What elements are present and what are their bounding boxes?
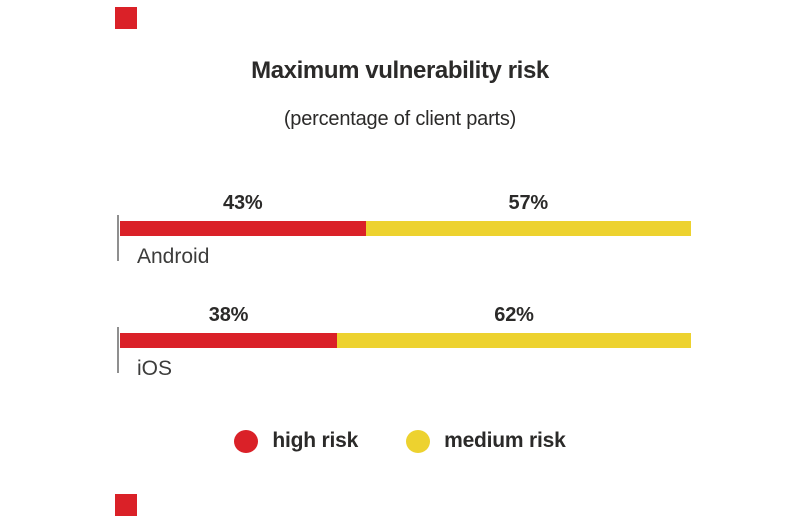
axis-tick-ios: [117, 327, 119, 373]
medium-risk-swatch-icon: [406, 429, 431, 453]
chart-legend: high risk medium risk: [0, 429, 800, 453]
bar-segment-android-high-risk: [120, 221, 366, 236]
bar-android: [120, 221, 691, 236]
value-label-android-high-risk: 43%: [223, 192, 263, 214]
value-label-ios-medium-risk: 62%: [494, 304, 534, 326]
chart-title: Maximum vulnerability risk: [251, 57, 549, 84]
red-corner-square-bottom: [115, 494, 137, 516]
category-label-android: Android: [137, 245, 210, 268]
category-label-ios: iOS: [137, 357, 173, 380]
legend-label-high-risk: high risk: [272, 429, 359, 452]
value-label-ios-high-risk: 38%: [208, 304, 249, 326]
red-corner-square-top: [115, 7, 137, 29]
axis-tick-android: [117, 215, 119, 261]
chart-subtitle: (percentage of client parts): [283, 108, 517, 130]
bar-segment-android-medium-risk: [365, 221, 691, 236]
value-label-android-medium-risk: 57%: [508, 192, 549, 214]
legend-label-medium-risk: medium risk: [444, 429, 566, 452]
bar-segment-ios-high-risk: [120, 333, 337, 348]
bar-segment-ios-medium-risk: [336, 333, 691, 348]
legend-item-medium-risk: medium risk: [406, 429, 566, 453]
high-risk-swatch-icon: [234, 429, 259, 453]
bar-ios: [120, 333, 691, 348]
legend-item-high-risk: high risk: [234, 429, 358, 453]
